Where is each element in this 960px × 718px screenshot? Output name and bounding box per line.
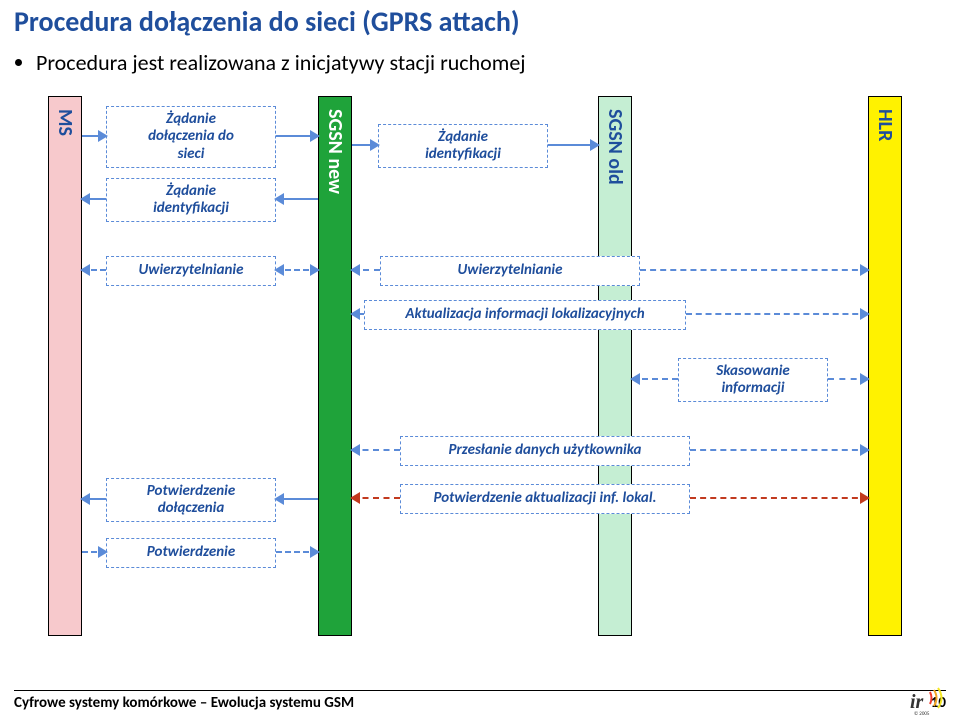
msg-b11: Potwierdzenie	[106, 538, 276, 568]
footer-text: Cyfrowe systemy komórkowe – Ewolucja sys…	[14, 694, 354, 712]
svg-text:ir: ir	[910, 691, 924, 713]
svg-text:© 2005: © 2005	[914, 710, 930, 716]
lane-label-ms: MS	[53, 109, 77, 136]
lane-sgsn_n: SGSN new	[318, 96, 352, 636]
lane-label-sgsn_n: SGSN new	[323, 109, 347, 194]
msg-b1: Żądanie dołączenia do sieci	[106, 106, 276, 168]
bullet-item: Procedura jest realizowana z inicjatywy …	[36, 49, 946, 76]
msg-b10: Potwierdzenie dołączenia	[106, 478, 276, 522]
lane-ms: MS	[48, 96, 82, 636]
msg-b8: Przesłanie danych użytkownika	[400, 436, 690, 466]
sequence-diagram: MS SGSN new SGSN old HLR Żądanie dołączenia …	[0, 86, 960, 646]
msg-b4: Uwierzytelnianie	[106, 256, 276, 286]
msg-b2: Żądanie identyfikacji	[106, 178, 276, 222]
msg-b6: Aktualizacja informacji lokalizacyjnych	[364, 300, 686, 330]
msg-b9: Potwierdzenie aktualizacji inf. lokal.	[400, 484, 690, 514]
lane-sgsn_o: SGSN old	[598, 96, 632, 636]
logo-icon: ir © 2005	[910, 686, 948, 716]
msg-b7: Skasowanie informacji	[678, 358, 828, 402]
msg-b5: Uwierzytelnianie	[380, 256, 640, 286]
lane-label-sgsn_o: SGSN old	[603, 109, 627, 185]
footer-bar: Cyfrowe systemy komórkowe – Ewolucja sys…	[14, 690, 946, 712]
lane-hlr: HLR	[868, 96, 902, 636]
bullet-list: Procedura jest realizowana z inicjatywy …	[0, 41, 960, 86]
msg-b3: Żądanie identyfikacji	[378, 124, 548, 168]
lane-label-hlr: HLR	[873, 109, 897, 141]
page-title: Procedura dołączenia do sieci (GPRS atta…	[0, 0, 960, 41]
